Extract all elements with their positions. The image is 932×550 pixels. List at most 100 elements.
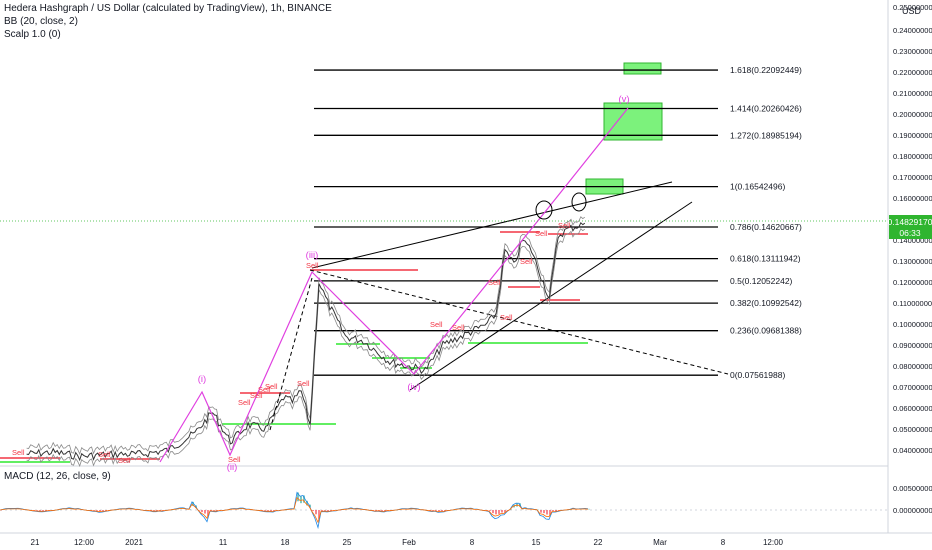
macd-histogram-bar — [429, 510, 431, 511]
fib-label: 0.618(0.13111942) — [730, 254, 801, 264]
price-badge — [889, 215, 932, 239]
macd-indicator-label[interactable]: MACD (12, 26, close, 9) — [4, 471, 111, 482]
time-tick-label: 12:00 — [763, 538, 784, 547]
peak-circle-1 — [535, 200, 553, 220]
wave-label: (i) — [198, 374, 206, 385]
macd-histogram-bar — [150, 510, 152, 511]
macd-histogram-bar — [33, 510, 35, 511]
macd-histogram-bar — [387, 510, 389, 511]
bb-lower-band — [26, 228, 586, 468]
macd-histogram-bar — [504, 510, 506, 513]
sell-signal: Sell — [430, 320, 443, 329]
macd-histogram-bar — [99, 510, 101, 512]
macd-histogram-bar — [294, 508, 296, 510]
macd-histogram-bar — [192, 501, 194, 506]
macd-histogram-bar — [489, 510, 491, 511]
macd-histogram-bar — [540, 510, 542, 513]
macd-histogram-bar — [213, 510, 215, 511]
macd-histogram-bar — [324, 510, 326, 511]
target-zone-1618 — [623, 62, 662, 75]
price-tick-label: 0.16000000 — [893, 194, 932, 203]
price-line — [26, 221, 586, 462]
price-tick-label: 0.17000000 — [893, 173, 932, 182]
macd-histogram-bar — [588, 508, 590, 510]
macd-histogram-bar — [93, 510, 95, 511]
sell-signal: Sell — [297, 379, 310, 388]
time-tick-label: 21 — [31, 538, 40, 547]
sell-signal: Sell — [520, 257, 533, 266]
price-tick-label: 0.22000000 — [893, 68, 932, 77]
macd-histogram-bar — [210, 510, 212, 511]
macd-histogram-bar — [321, 510, 323, 511]
time-axis[interactable]: 21 12:00 2021 11 18 25 Feb 8 15 22 Mar 8 12:00 — [31, 538, 784, 547]
macd-histogram-bar — [381, 510, 383, 511]
macd-histogram-bar — [315, 510, 317, 515]
macd-histogram-bar — [156, 510, 158, 511]
macd-histogram-bar — [39, 510, 41, 511]
fib-label: 1.272(0.18985194) — [730, 130, 802, 140]
price-tick-label: 0.18000000 — [893, 152, 932, 161]
macd-histogram-bar — [546, 510, 548, 515]
macd-histogram-bar — [486, 510, 488, 511]
macd-histogram-bar — [435, 510, 437, 511]
sell-signal: Sell — [500, 313, 513, 322]
macd-histogram-bar — [204, 510, 206, 514]
price-tick-label: 0.14000000 — [893, 236, 932, 245]
sell-signal: Sell — [535, 229, 548, 238]
time-tick-label: 11 — [219, 538, 228, 547]
macd-histogram-bar — [162, 510, 164, 511]
resistance-lines — [0, 231, 588, 460]
wave-label: (iii) — [306, 250, 319, 261]
macd-histogram-bar — [273, 510, 275, 512]
price-axis[interactable]: 0.24000000 0.23000000 0.22000000 0.21000000… — [893, 3, 932, 455]
price-tick-label: 0.23000000 — [893, 47, 932, 56]
macd-histogram-bar — [495, 510, 497, 515]
macd-tick-label: 0.00500000 — [893, 484, 932, 493]
macd-histogram-bar — [0, 510, 2, 511]
macd-histogram-bar — [384, 510, 386, 512]
price-tick-label: 0.10000000 — [893, 320, 932, 329]
macd-histogram-bar — [303, 495, 305, 503]
price-tick-label: 0.04000000 — [893, 446, 932, 455]
macd-histogram-bar — [267, 510, 269, 511]
sell-signal: Sell — [118, 456, 131, 465]
wave-label: (v) — [618, 94, 629, 105]
macd-histogram-bar — [432, 510, 434, 511]
bb-upper-band — [26, 216, 586, 456]
macd-histogram-bar — [264, 510, 266, 511]
price-tick-label: 0.12000000 — [893, 278, 932, 287]
time-tick-label: 8 — [470, 538, 475, 547]
macd-histogram-bar — [300, 496, 302, 504]
price-tick-label: 0.21000000 — [893, 89, 932, 98]
macd-histogram-bar — [543, 510, 545, 514]
macd-histogram-bar — [48, 510, 50, 511]
macd-histogram-bar — [555, 510, 557, 512]
macd-histogram-bar — [45, 510, 47, 511]
price-badge-value: 0.14829170 — [888, 217, 932, 227]
chart-title: Hedera Hashgraph / US Dollar (calculated… — [4, 3, 332, 14]
sell-signal: Sell — [258, 385, 271, 394]
sell-signal: Sell — [558, 221, 571, 230]
macd-histogram-bar — [105, 510, 107, 511]
sell-signal: Sell — [250, 391, 263, 400]
macd-histogram-bar — [207, 510, 209, 516]
macd-histogram-bar — [330, 510, 332, 511]
time-tick-label: 15 — [532, 538, 541, 547]
macd-histogram-bar — [549, 510, 551, 515]
macd-histogram-bar — [297, 492, 299, 502]
price-tick-label: 0.07000000 — [893, 383, 932, 392]
macd-histogram-bar — [102, 510, 104, 512]
sell-signal: Sell — [98, 450, 111, 459]
fib-label: 0.382(0.10992542) — [730, 298, 802, 308]
wave-path — [159, 107, 629, 463]
macd-histogram-bar — [318, 510, 320, 519]
fib-label: 0.236(0.09681388) — [730, 326, 802, 336]
macd-histogram-bar — [309, 504, 311, 508]
scalp-indicator-label[interactable]: Scalp 1.0 (0) — [4, 29, 61, 40]
time-tick-label: Feb — [402, 538, 416, 547]
bb-indicator-label[interactable]: BB (20, close, 2) — [4, 16, 78, 27]
macd-histogram-bar — [96, 510, 98, 511]
macd-histogram-bar — [327, 510, 329, 512]
